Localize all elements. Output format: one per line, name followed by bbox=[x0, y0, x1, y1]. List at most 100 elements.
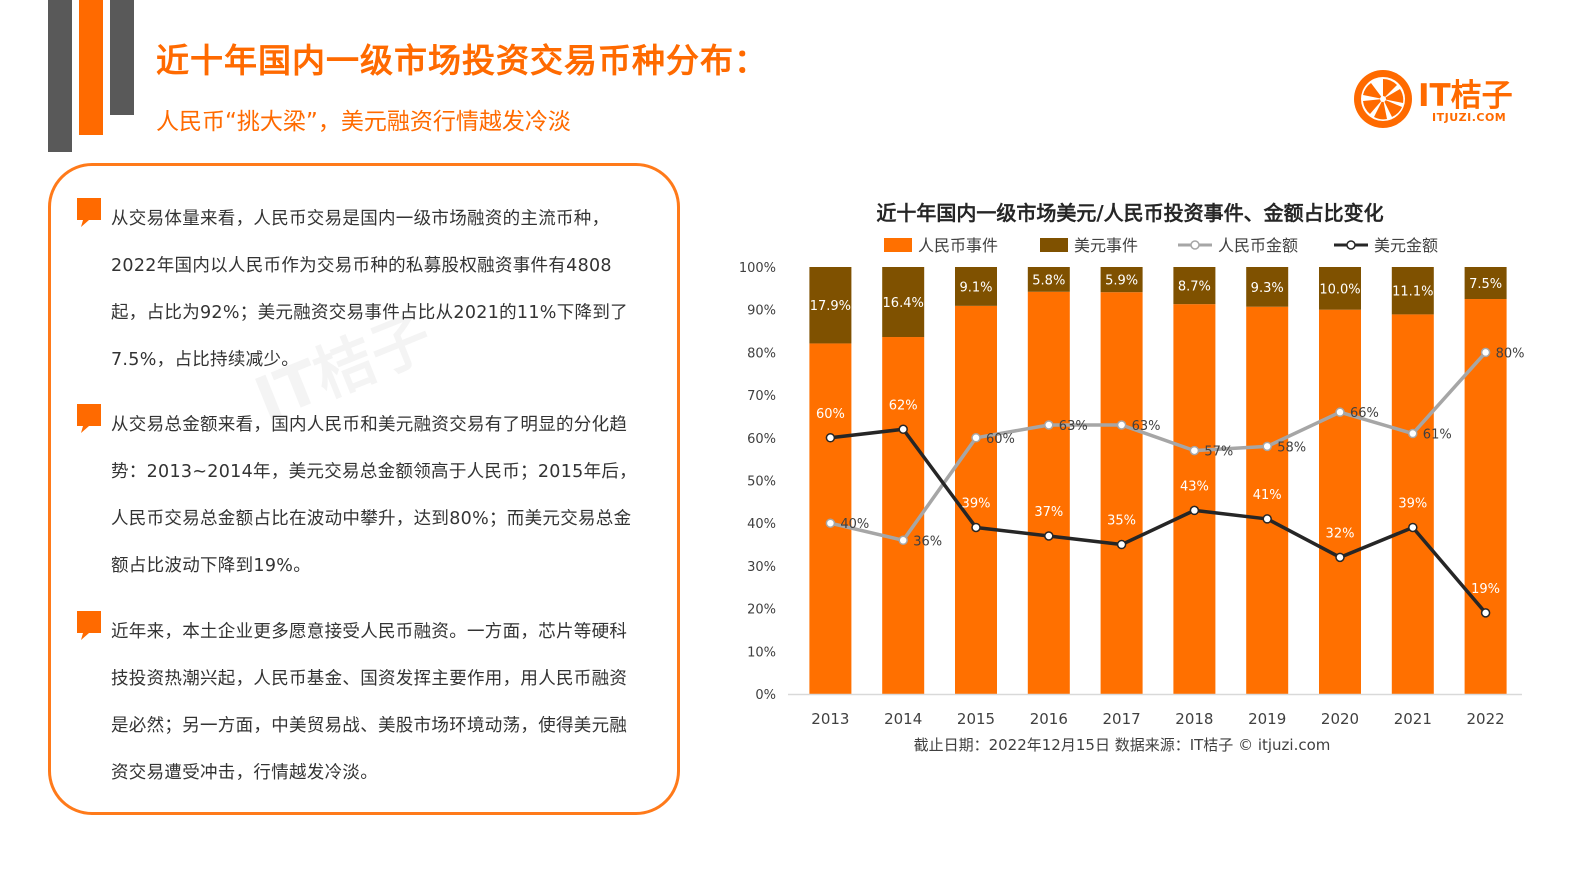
point-label-rmb-amount: 66% bbox=[1350, 406, 1379, 421]
bar-usd-events bbox=[809, 267, 852, 344]
line-usd-amount-point bbox=[1116, 539, 1127, 550]
legend-label: 美元事件 bbox=[1074, 236, 1138, 255]
bar-usd-events bbox=[1464, 267, 1507, 300]
line-rmb-amount-point bbox=[1189, 445, 1200, 456]
y-tick-label: 10% bbox=[747, 645, 776, 660]
bar-usd-events bbox=[1173, 267, 1216, 305]
bar-label-usd-events: 5.9% bbox=[1105, 274, 1138, 289]
point-label-rmb-amount: 63% bbox=[1059, 419, 1088, 434]
y-tick-label: 40% bbox=[747, 517, 776, 532]
line-usd-amount-point bbox=[1335, 552, 1345, 563]
paragraph-line: 势：2013~2014年，美元交易总金额领高于人民币；2015年后， bbox=[111, 462, 637, 482]
point-label-usd-amount: 41% bbox=[1253, 488, 1282, 503]
paragraph-line: 2022年国内以人民币作为交易币种的私募股权融资事件有4808 bbox=[111, 256, 612, 276]
line-rmb-amount-point bbox=[825, 518, 836, 528]
bar-label-usd-events: 8.7% bbox=[1178, 280, 1211, 295]
paragraph-line: 人民币交易总金额占比在波动中攀升，达到80%；而美元交易总金 bbox=[111, 509, 632, 529]
line-rmb-amount-point bbox=[1044, 420, 1054, 430]
paragraph-line: 是必然；另一方面，中美贸易战、美股市场环境动荡，使得美元融 bbox=[111, 716, 628, 736]
line-rmb-amount-point bbox=[1335, 407, 1345, 417]
deco-bar-gray-2 bbox=[110, 0, 134, 115]
bar-usd-events bbox=[882, 267, 925, 338]
x-tick-label: 2021 bbox=[1394, 710, 1432, 728]
speech-bubble-icon bbox=[77, 198, 101, 227]
paragraph-2: 从交易总金额来看，国内人民币和美元融资交易有了明显的分化趋 势：2013~201… bbox=[77, 402, 671, 590]
currency-chart: 近十年国内一级市场美元/人民币投资事件、金额占比变化 人民币事件 美元事件 人民币金… bbox=[739, 201, 1525, 754]
logo-name: IT桔子 bbox=[1418, 78, 1513, 114]
point-label-usd-amount: 60% bbox=[816, 407, 845, 422]
chart-title: 近十年国内一级市场美元/人民币投资事件、金额占比变化 bbox=[876, 201, 1383, 225]
point-label-usd-amount: 39% bbox=[962, 496, 991, 511]
point-label-usd-amount: 39% bbox=[1398, 496, 1427, 511]
deco-bar-gray-1 bbox=[48, 0, 72, 152]
legend-label: 人民币金额 bbox=[1218, 236, 1298, 255]
x-tick-label: 2018 bbox=[1175, 710, 1213, 728]
line-usd-amount-point bbox=[1480, 608, 1491, 618]
bar-usd-events bbox=[1246, 267, 1289, 307]
legend-marker bbox=[1346, 240, 1356, 250]
y-tick-label: 100% bbox=[739, 261, 776, 276]
paragraph-1: 从交易体量来看，人民币交易是国内一级市场融资的主流币种， 2022年国内以人民币… bbox=[77, 196, 671, 384]
line-rmb-amount-point bbox=[971, 433, 981, 443]
y-tick-label: 50% bbox=[747, 475, 776, 490]
bar-label-usd-events: 11.1% bbox=[1392, 285, 1433, 300]
bar-rmb-events bbox=[1173, 304, 1216, 694]
point-label-usd-amount: 32% bbox=[1326, 526, 1355, 541]
point-label-rmb-amount: 80% bbox=[1496, 346, 1525, 361]
legend-label: 人民币事件 bbox=[918, 236, 998, 255]
line-rmb-amount bbox=[830, 351, 1487, 543]
point-label-rmb-amount: 60% bbox=[986, 432, 1015, 447]
point-label-rmb-amount: 63% bbox=[1132, 419, 1161, 434]
point-label-usd-amount: 62% bbox=[889, 398, 918, 413]
x-tick-label: 2016 bbox=[1030, 710, 1068, 728]
x-tick-label: 2013 bbox=[811, 710, 849, 728]
x-tick-label: 2014 bbox=[884, 710, 922, 728]
legend-swatch bbox=[884, 238, 912, 252]
point-label-rmb-amount: 36% bbox=[913, 534, 942, 549]
x-tick-label: 2017 bbox=[1103, 710, 1141, 728]
paragraph-3: 近年来，本土企业更多愿意接受人民币融资。一方面，芯片等硬科 技投资热潮兴起，人民… bbox=[77, 609, 671, 797]
legend-marker bbox=[1190, 240, 1200, 250]
page-subtitle: 人民币“挑大梁”，美元融资行情越发冷淡 bbox=[156, 109, 571, 135]
bar-label-usd-events: 7.5% bbox=[1469, 277, 1502, 292]
bar-rmb-events bbox=[882, 337, 925, 694]
bar-rmb-events bbox=[1027, 291, 1070, 694]
y-tick-label: 0% bbox=[755, 688, 776, 703]
line-layer: 40% 36% 60% 63% 63% 57% 58% 66% 61% 80% 60% 62% 39% 3… bbox=[816, 346, 1525, 618]
point-label-usd-amount: 37% bbox=[1034, 505, 1063, 520]
paragraph-line: 从交易总金额来看，国内人民币和美元融资交易有了明显的分化趋 bbox=[111, 415, 628, 435]
bar-usd-events bbox=[1391, 267, 1434, 315]
x-tick-label: 2019 bbox=[1248, 710, 1286, 728]
line-rmb-amount-point bbox=[1262, 441, 1272, 452]
company-logo: IT桔子 ITJUZI.COM bbox=[1352, 66, 1532, 132]
bar-rmb-events bbox=[1464, 299, 1507, 694]
line-rmb-amount-point bbox=[1408, 428, 1418, 439]
point-label-rmb-amount: 61% bbox=[1423, 428, 1452, 443]
legend-label: 美元金额 bbox=[1374, 236, 1438, 255]
speech-bubble-icon bbox=[77, 404, 101, 433]
bar-rmb-events bbox=[1100, 292, 1143, 694]
line-rmb-amount-point bbox=[1116, 420, 1127, 430]
bar-label-usd-events: 9.1% bbox=[959, 280, 992, 295]
line-usd-amount-point bbox=[1262, 514, 1272, 524]
bar-label-usd-events: 9.3% bbox=[1251, 281, 1284, 296]
line-usd-amount-point bbox=[1189, 505, 1200, 516]
bar-usd-events bbox=[1100, 267, 1143, 293]
x-tick-label: 2015 bbox=[957, 710, 995, 728]
y-tick-label: 80% bbox=[747, 346, 776, 361]
point-label-rmb-amount: 57% bbox=[1204, 445, 1233, 460]
paragraph-line: 技投资热潮兴起，人民币基金、国资发挥主要作用，用人民币融资 bbox=[111, 669, 628, 689]
point-label-usd-amount: 43% bbox=[1180, 479, 1209, 494]
legend-swatch bbox=[1040, 238, 1068, 252]
bar-rmb-events bbox=[1319, 309, 1361, 694]
chart-legend: 人民币事件 美元事件 人民币金额 美元金额 bbox=[884, 236, 1438, 255]
chart-footnote: 截止日期：2022年12月15日 数据来源：IT桔子 © itjuzi.com bbox=[914, 736, 1331, 754]
bar-rmb-events bbox=[1391, 314, 1434, 694]
speech-bubble-icon bbox=[77, 611, 101, 640]
line-usd-amount-point bbox=[1044, 531, 1054, 541]
bar-label-usd-events: 5.8% bbox=[1032, 273, 1065, 288]
line-usd-amount-point bbox=[971, 522, 981, 533]
y-tick-label: 70% bbox=[747, 389, 776, 404]
paragraph-line: 起，占比为92%；美元融资交易事件占比从2021的11%下降到了 bbox=[111, 303, 628, 323]
point-label-usd-amount: 35% bbox=[1107, 514, 1136, 529]
